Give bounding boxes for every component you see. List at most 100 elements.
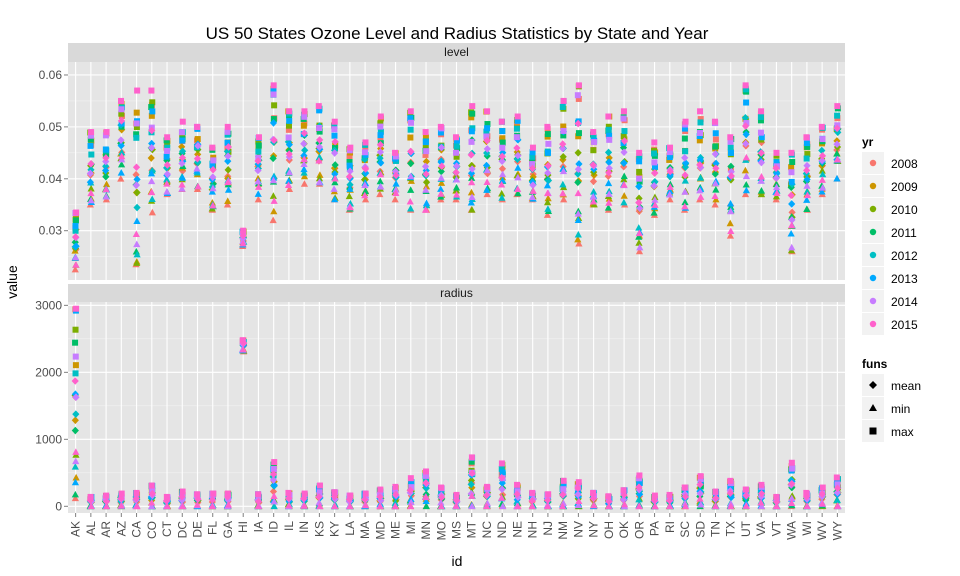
point-HI-2015-mean — [239, 231, 247, 240]
point-ME-2015-mean — [392, 171, 400, 180]
point-UT-2012-max — [742, 86, 749, 93]
point-NC-2015-max — [484, 108, 491, 115]
point-MT-2013-mean — [467, 169, 476, 178]
y-tick-label: 3000 — [35, 298, 62, 312]
point-TN-2011-min — [712, 186, 720, 193]
x-tick-label-MO: MO — [434, 521, 448, 540]
x-tick-label-OK: OK — [617, 521, 631, 538]
point-NV-2008-min — [575, 239, 583, 247]
point-CA-2010-min — [133, 259, 141, 266]
point-MN-2009-mean — [422, 157, 430, 166]
point-IL-2015-min — [284, 181, 293, 189]
point-CT-2015-max — [163, 493, 170, 500]
point-AL-2015-min — [87, 189, 95, 197]
point-NV-2009-min — [574, 235, 582, 243]
point-NM-2009-max — [560, 123, 567, 130]
point-MI-2012-min — [407, 204, 415, 212]
point-AZ-2013-mean — [117, 141, 125, 150]
point-WY-2014-mean — [833, 488, 842, 497]
point-UT-2015-min — [742, 153, 750, 161]
point-SD-2015-mean — [696, 161, 704, 169]
point-NV-2015-max — [575, 82, 582, 89]
y-tick-label: 1000 — [35, 432, 62, 446]
point-NC-2014-mean — [483, 145, 491, 153]
legend-year-label-2015: 2015 — [891, 318, 918, 332]
point-MO-2015-mean — [437, 493, 446, 502]
point-CO-2008-min — [148, 208, 156, 216]
x-tick-label-ME: ME — [389, 521, 403, 539]
point-OR-2015-min — [635, 502, 643, 510]
point-UT-2012-mean — [741, 113, 749, 122]
x-tick-label-GA: GA — [221, 521, 235, 538]
point-RI-2008-min — [666, 195, 674, 203]
point-KY-2014-max — [331, 126, 338, 133]
point-AZ-2013-min — [117, 169, 125, 176]
x-tick-label-IL: IL — [282, 521, 296, 531]
point-MD-2014-max — [377, 123, 384, 130]
point-NJ-2015-mean — [544, 161, 552, 170]
point-MT-2015-mean — [467, 151, 475, 159]
point-ND-2013-min — [498, 176, 507, 184]
legend-year-label-2012: 2012 — [891, 249, 918, 263]
point-CO-2015-min — [148, 188, 156, 196]
point-NM-2015-min — [559, 189, 567, 197]
point-MT-2015-max — [469, 103, 476, 110]
point-WA-2014-min — [788, 243, 796, 251]
point-ID-2011-mean — [269, 154, 277, 163]
point-SC-2015-max — [681, 484, 688, 491]
point-PA-2015-max — [651, 492, 658, 499]
point-NJ-2012-mean — [544, 176, 553, 185]
point-GA-2013-min — [224, 186, 233, 193]
point-IL-2010-max — [285, 122, 292, 129]
point-SD-2012-min — [696, 174, 705, 181]
x-tick-label-KY: KY — [328, 521, 342, 537]
point-WI-2014-mean — [803, 161, 811, 170]
point-AL-2014-min — [87, 196, 95, 204]
point-OR-2014-min — [636, 243, 644, 251]
point-ME-2014-min — [392, 186, 400, 193]
point-UT-2011-min — [742, 180, 750, 188]
point-UT-2013-mean — [742, 130, 750, 139]
point-MN-2015-max — [422, 129, 429, 136]
point-ME-2015-mean — [392, 490, 400, 499]
point-CO-2014-min — [148, 502, 156, 510]
x-tick-label-SD: SD — [693, 521, 707, 538]
point-MT-2012-max — [469, 125, 476, 132]
point-OR-2013-max — [636, 158, 643, 165]
legend-year-swatch-2013 — [869, 274, 877, 282]
point-CA-2014-mean — [132, 181, 140, 190]
point-NY-2012-max — [590, 134, 597, 141]
point-SC-2015-min — [681, 502, 690, 510]
point-VT-2014-mean — [772, 174, 780, 182]
point-CA-2015-max — [133, 489, 140, 496]
point-AK-2010-max — [72, 326, 79, 333]
x-tick-label-SC: SC — [678, 521, 692, 538]
point-KY-2011-mean — [331, 161, 339, 169]
point-IN-2014-min — [300, 160, 308, 167]
point-NJ-2015-min — [543, 502, 552, 510]
point-VA-2014-min — [758, 502, 766, 510]
point-DC-2015-mean — [178, 492, 186, 501]
point-GA-2014-mean — [224, 152, 232, 161]
point-TN-2011-max — [712, 143, 719, 150]
point-KY-2012-max — [331, 123, 338, 130]
point-CT-2015-min — [163, 180, 171, 187]
point-MD-2010-max — [377, 120, 384, 127]
point-AK-2015-max — [73, 305, 80, 312]
point-UT-2009-min — [741, 166, 749, 174]
point-MT-2009-max — [468, 114, 475, 121]
point-KS-2015-min — [316, 502, 324, 510]
point-ID-2015-mean — [269, 470, 278, 478]
point-VA-2015-min — [757, 172, 766, 180]
point-AK-2015-mean — [72, 233, 80, 241]
x-tick-label-CO: CO — [145, 521, 159, 539]
point-CA-2009-max — [133, 109, 140, 116]
point-NV-2012-mean — [574, 170, 582, 178]
point-MT-2015-min — [468, 492, 476, 499]
point-KS-2011-mean — [315, 139, 323, 147]
point-ID-2014-min — [269, 176, 278, 184]
point-NC-2013-mean — [482, 161, 491, 170]
legend-year-label-2008: 2008 — [891, 157, 918, 171]
point-DE-2014-mean — [194, 142, 202, 150]
point-CA-2010-mean — [133, 188, 141, 197]
